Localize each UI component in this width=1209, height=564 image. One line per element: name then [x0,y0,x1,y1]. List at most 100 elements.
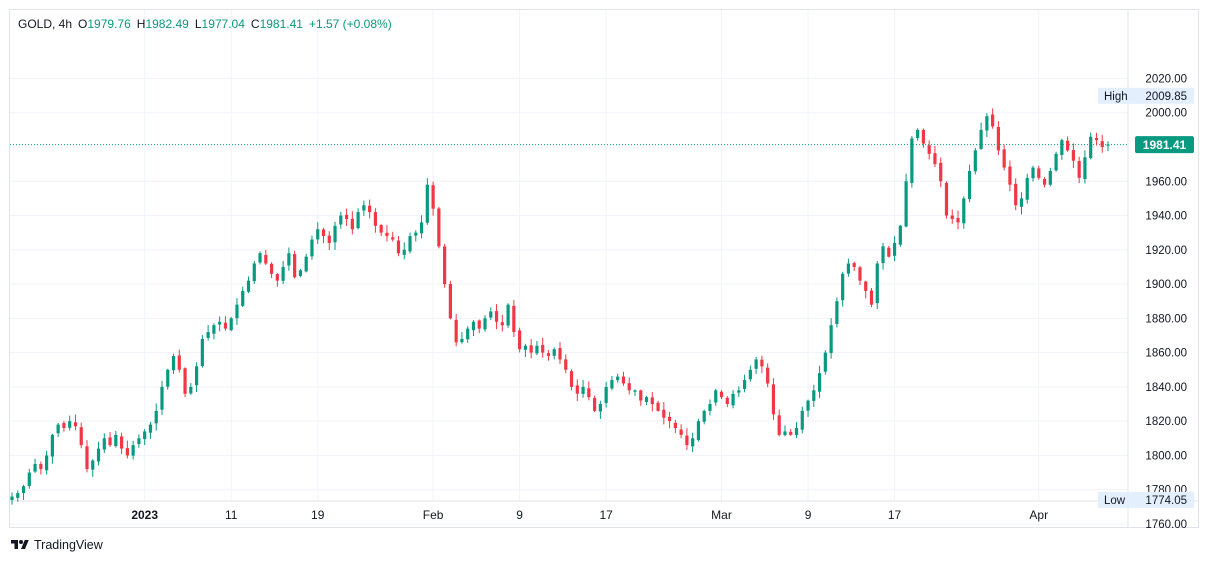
candle [293,250,297,279]
candle [206,325,210,341]
candle [218,316,222,332]
candle [460,331,464,344]
candle [800,406,804,434]
y-tick-label: 2000.00 [1145,108,1187,120]
high-marker-label: High [1104,91,1128,103]
low-marker-label: Low [1104,495,1126,507]
candle [673,419,677,434]
candle [1037,165,1041,180]
legend-change: +1.57 (+0.08%) [308,17,392,31]
legend-open: 1979.76 [87,17,131,31]
candle [1019,192,1024,215]
candle [558,342,562,364]
candle [869,287,874,308]
candle [881,242,885,270]
candle [344,208,349,227]
candle [454,313,458,347]
candle [616,373,620,383]
y-tick-label: 1820.00 [1145,416,1187,428]
candle [275,273,279,287]
candle [598,400,602,419]
candle [535,340,539,356]
candle [494,304,499,330]
tradingview-brand: TradingView [34,538,103,552]
legend-close: 1981.41 [259,17,303,31]
time-axis: 2023 11 19 Feb 9 17 Mar 9 17 Apr [131,508,1048,522]
candle [143,428,147,446]
x-tick-label: 11 [225,508,238,522]
candle [1054,151,1058,172]
candle [437,207,441,249]
candle [581,380,585,398]
candle [235,298,239,325]
candle [1060,138,1064,160]
candle [962,196,966,229]
candle [333,221,337,250]
candle [656,400,660,412]
candle [1048,167,1052,187]
candle [229,316,233,332]
candle [500,314,504,332]
candle [921,128,926,148]
candle [131,440,135,460]
candle [166,368,170,390]
candle [725,396,729,408]
chart-frame [9,9,1199,528]
candle [448,280,452,320]
candle [777,409,781,437]
candle [252,261,256,285]
candle [910,136,914,188]
candle [1025,173,1029,204]
high-marker: High 2009.85 [1098,87,1194,104]
low-marker: Low 1774.05 [1098,491,1194,508]
candle [944,181,949,219]
candle [264,249,268,265]
candle [120,432,124,455]
candle [212,323,216,340]
candle [304,253,308,273]
candle [425,178,429,225]
candle [200,334,204,368]
candle [1071,143,1075,169]
candle [956,210,960,230]
candle [385,225,389,242]
candle [10,492,14,505]
candle [471,320,476,337]
candle [241,286,245,308]
price-markers: High 2009.85 Low 1774.05 1981.41 [1098,87,1194,508]
candle [96,441,101,466]
candle [858,265,862,286]
candle [714,388,718,406]
candle [575,379,579,401]
candle [887,245,891,258]
candle [1014,178,1018,211]
candle [593,395,597,413]
y-tick-label: 2020.00 [1145,73,1187,85]
candle [391,231,395,242]
y-tick-label: 1960.00 [1145,176,1187,188]
candle [483,315,487,332]
candle [443,243,447,288]
candle [33,458,37,473]
candle [45,450,49,475]
candle [812,384,816,407]
legend-high-label: H [136,17,146,31]
candle [316,222,320,244]
candle [742,374,747,393]
candle [973,147,977,175]
candle [321,227,326,244]
tradingview-attribution[interactable]: TradingView [10,538,103,552]
candle [1089,132,1093,160]
candle [766,363,770,388]
x-tick-label: 17 [599,508,613,522]
candle [85,440,89,473]
x-tick-label: 9 [805,508,812,522]
candle [1002,144,1006,171]
legend-low-label: L [194,17,202,31]
candle [552,347,556,360]
candle [1100,134,1104,153]
y-tick-label: 1900.00 [1145,279,1187,291]
candle [685,428,689,451]
candle [748,365,752,382]
